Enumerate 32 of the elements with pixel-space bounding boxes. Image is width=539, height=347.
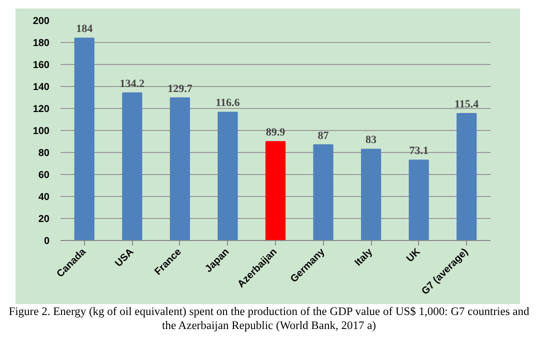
y-tick-label: 60 (38, 170, 50, 181)
data-label: 184 (76, 23, 94, 36)
bar (122, 92, 142, 240)
y-tick-label: 40 (38, 192, 50, 203)
x-tick-label: UK (404, 246, 424, 265)
data-label: 116.6 (216, 97, 240, 110)
data-label: 89.9 (266, 126, 286, 139)
y-tick-label: 160 (32, 60, 50, 71)
y-tick-label: 120 (32, 104, 50, 115)
bar (170, 97, 190, 240)
y-tick-label: 0 (44, 236, 50, 247)
data-label: 115.4 (454, 98, 480, 111)
data-label: 134.2 (120, 78, 146, 90)
data-label: 83 (366, 134, 378, 146)
bar (313, 144, 334, 240)
y-tick-label: 140 (32, 82, 50, 93)
x-tick-label: USA (113, 246, 136, 270)
bar (456, 113, 477, 240)
y-tick-label: 80 (38, 148, 50, 159)
y-tick-label: 100 (32, 126, 50, 137)
y-tick-label: 180 (32, 38, 50, 49)
bar (361, 148, 382, 240)
bar (74, 38, 94, 240)
data-label: 87 (318, 130, 330, 142)
y-tick-label: 20 (38, 214, 50, 225)
y-tick-label: 200 (32, 16, 50, 27)
data-label: 73.1 (409, 145, 428, 158)
bar (408, 160, 429, 240)
bar (218, 112, 238, 240)
caption: Figure 2. Energy (kg of oil equivalent) spent on the production of the GDP value of US$ 1,000: G7 countries and the Azerbaijan Republic (World Bank, 2017 a) (8, 306, 530, 334)
data-label: 129.7 (168, 82, 193, 95)
bar (265, 141, 286, 240)
